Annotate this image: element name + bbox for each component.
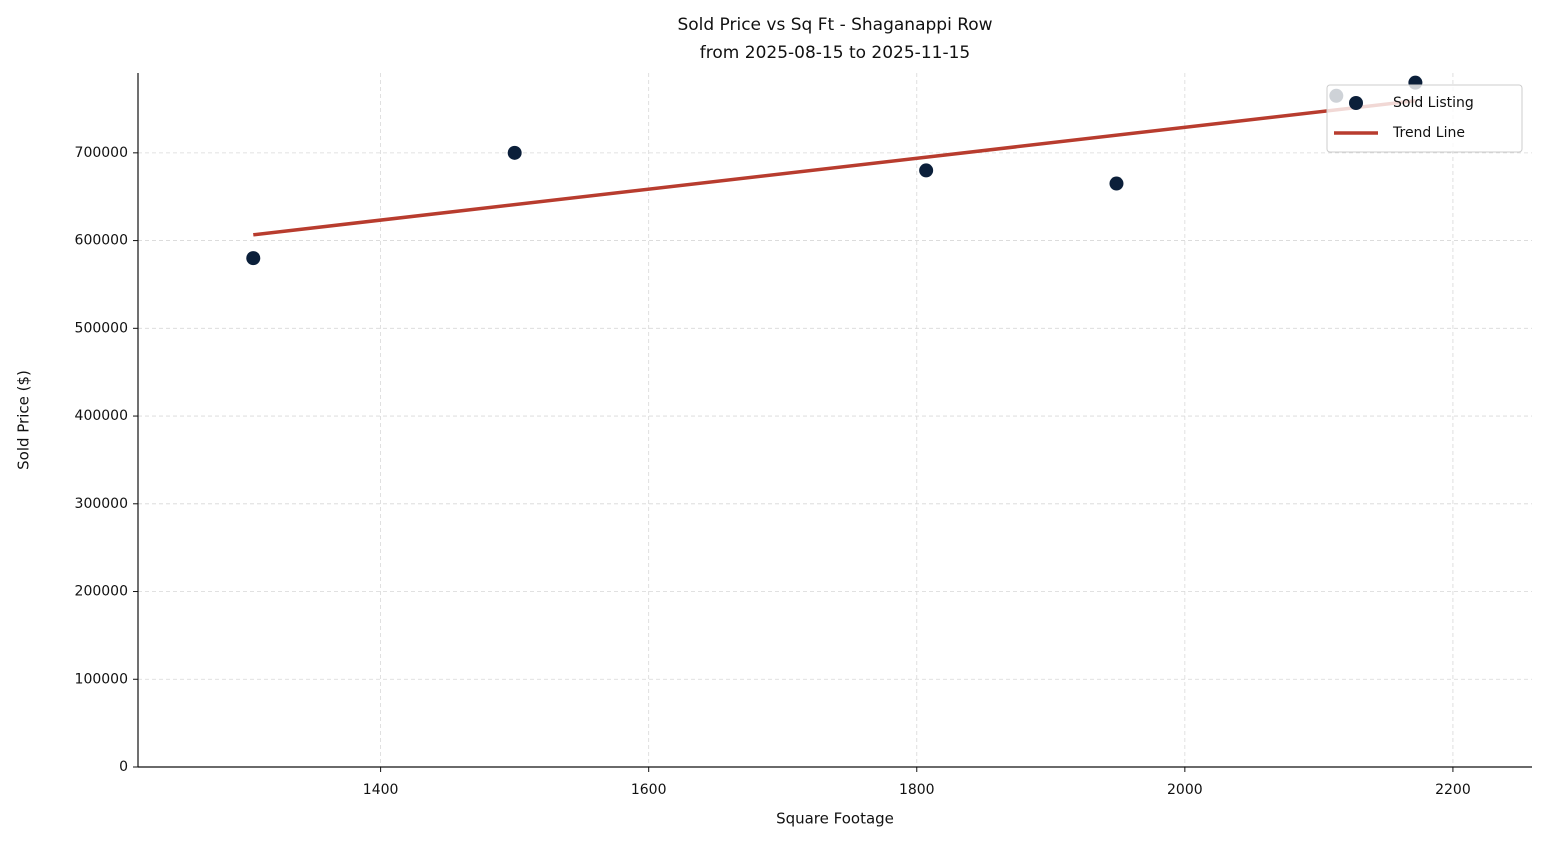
y-tick-label: 500000	[75, 320, 128, 336]
data-point	[507, 145, 522, 160]
y-tick-label: 300000	[75, 496, 128, 512]
data-point	[246, 251, 261, 266]
y-tick-label: 600000	[75, 233, 128, 249]
y-axis-label: Sold Price ($)	[15, 370, 33, 470]
trend-line	[253, 98, 1416, 237]
chart-title: Sold Price vs Sq Ft - Shaganappi Row	[677, 15, 992, 35]
chart-subtitle: from 2025-08-15 to 2025-11-15	[700, 43, 970, 63]
data-point	[919, 163, 934, 178]
x-tick-label: 2000	[1167, 782, 1203, 798]
legend-marker	[1349, 96, 1363, 110]
x-tick-label: 2200	[1435, 782, 1471, 798]
x-tick-label: 1600	[631, 782, 667, 798]
x-tick-label: 1800	[899, 782, 935, 798]
y-tick-label: 200000	[75, 584, 128, 600]
y-tick-label: 0	[119, 759, 128, 775]
legend-label: Trend Line	[1392, 125, 1465, 141]
x-axis-label: Square Footage	[776, 810, 894, 828]
y-tick-label: 400000	[75, 408, 128, 424]
data-point	[1109, 176, 1124, 191]
legend-label: Sold Listing	[1393, 95, 1474, 111]
y-tick-label: 700000	[75, 145, 128, 161]
legend-box	[1326, 84, 1523, 153]
y-tick-label: 100000	[75, 671, 128, 687]
x-tick-label: 1400	[363, 782, 399, 798]
